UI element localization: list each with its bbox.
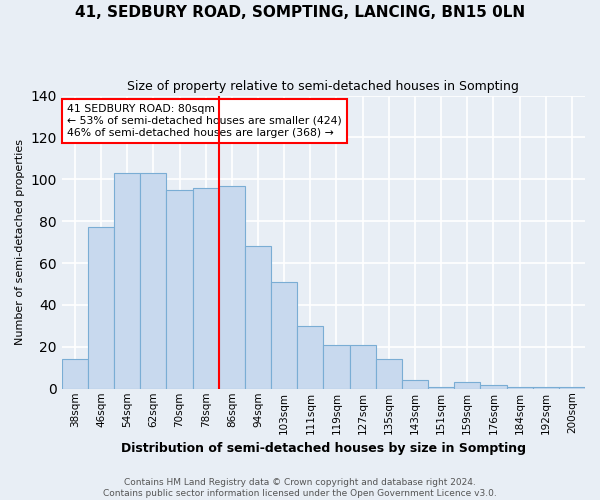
Bar [481,384,506,389]
Bar [271,282,297,389]
Bar [506,386,533,389]
Bar [402,380,428,389]
Bar [245,246,271,389]
Text: 41, SEDBURY ROAD, SOMPTING, LANCING, BN15 0LN: 41, SEDBURY ROAD, SOMPTING, LANCING, BN1… [75,5,525,20]
Bar [428,386,454,389]
Bar [559,386,585,389]
Bar [166,190,193,389]
Bar [350,345,376,389]
Y-axis label: Number of semi-detached properties: Number of semi-detached properties [15,139,25,345]
Text: 41 SEDBURY ROAD: 80sqm
← 53% of semi-detached houses are smaller (424)
46% of se: 41 SEDBURY ROAD: 80sqm ← 53% of semi-det… [67,104,342,138]
Bar [114,173,140,389]
Bar [62,360,88,389]
Bar [376,360,402,389]
Bar [297,326,323,389]
Bar [219,186,245,389]
Bar [193,188,219,389]
X-axis label: Distribution of semi-detached houses by size in Sompting: Distribution of semi-detached houses by … [121,442,526,455]
Bar [454,382,481,389]
Bar [140,173,166,389]
Text: Contains HM Land Registry data © Crown copyright and database right 2024.
Contai: Contains HM Land Registry data © Crown c… [103,478,497,498]
Bar [88,228,114,389]
Bar [323,345,350,389]
Bar [533,386,559,389]
Title: Size of property relative to semi-detached houses in Sompting: Size of property relative to semi-detach… [127,80,520,93]
